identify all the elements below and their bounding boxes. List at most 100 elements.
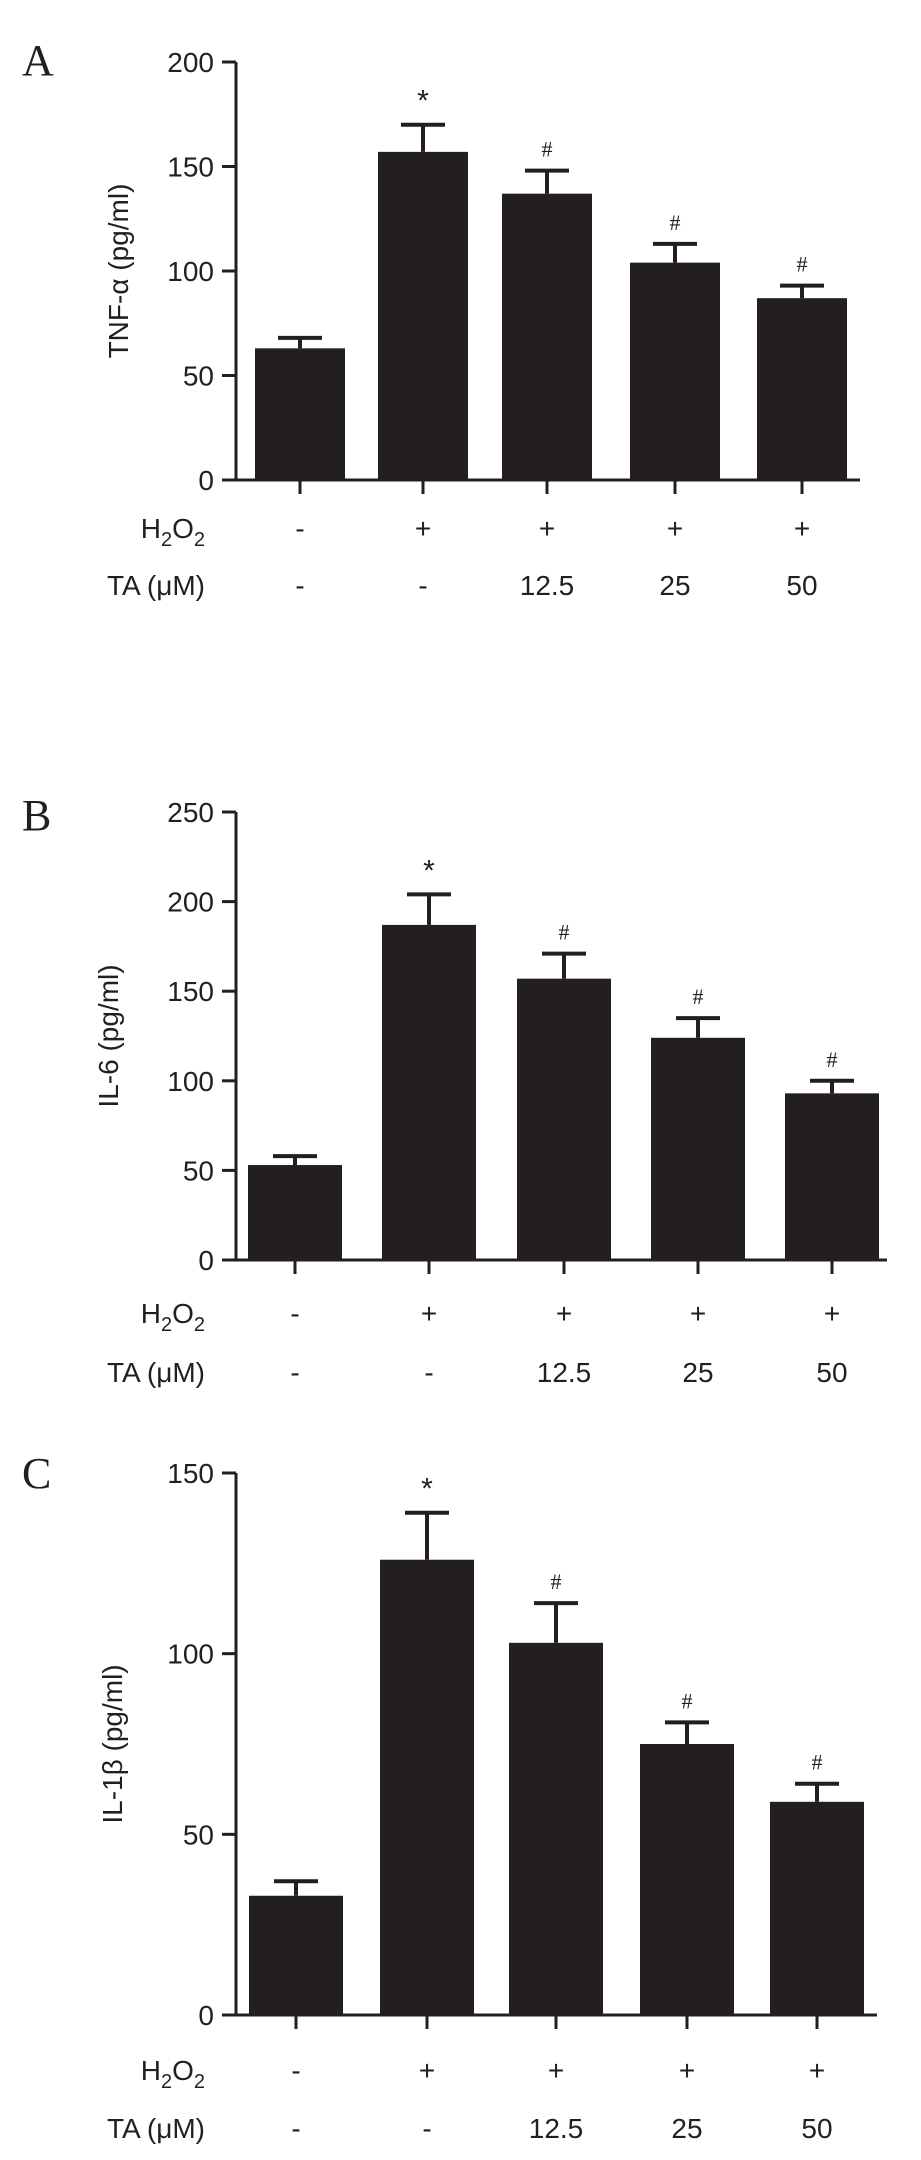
significance-marker: #: [812, 1750, 823, 1775]
h2o2-treatment-label: +: [419, 2055, 435, 2086]
significance-marker: #: [693, 984, 704, 1009]
bar: [517, 978, 611, 1260]
significance-marker: #: [559, 920, 570, 945]
h2o2-treatment-label: -: [291, 2055, 300, 2086]
ta-concentration-label: 12.5: [520, 570, 575, 601]
significance-marker: #: [542, 137, 553, 162]
h2o2-treatment-label: +: [539, 513, 555, 544]
y-axis-label: IL-1β (pg/ml): [97, 1664, 128, 1823]
y-tick-label: 50: [183, 1819, 214, 1850]
significance-marker: *: [421, 1473, 433, 1506]
ta-row-label: TA (μM): [107, 1357, 205, 1388]
bar: [770, 1801, 864, 2015]
chart-panel-b: B 0 50 100 150 200 250 IL-6 (pg/ml) - - * + - # +12.5 #…: [0, 760, 921, 1420]
h2o2-treatment-label: -: [295, 513, 304, 544]
significance-marker: *: [417, 85, 429, 118]
panel-letter: B: [22, 791, 51, 840]
ta-concentration-label: -: [422, 2113, 431, 2144]
formula-text: H: [141, 2055, 161, 2086]
ta-row-label: TA (μM): [107, 570, 205, 601]
bar: [757, 298, 847, 480]
ta-concentration-label: 50: [816, 1357, 847, 1388]
significance-marker: #: [797, 252, 808, 277]
subscript: 2: [161, 529, 172, 551]
y-axis-label: TNF-α (pg/ml): [103, 184, 134, 359]
formula-text: O: [172, 2055, 194, 2086]
formula-text: H: [141, 513, 161, 544]
bar: [502, 193, 592, 481]
h2o2-row-label: H2O2: [141, 513, 205, 551]
subscript: 2: [194, 2071, 205, 2093]
y-tick-label: 150: [167, 152, 214, 183]
h2o2-treatment-label: +: [548, 2055, 564, 2086]
y-tick-label: 0: [198, 1245, 214, 1276]
y-tick-label: 50: [183, 1155, 214, 1186]
h2o2-treatment-label: +: [667, 513, 683, 544]
h2o2-row-label: H2O2: [141, 1298, 205, 1336]
bar-chart-il-1-beta: C 0 50 100 150 IL-1β (pg/ml) - - * + - # +12.5 # +25 # +…: [22, 1449, 877, 2144]
significance-marker: #: [682, 1688, 693, 1713]
significance-marker: #: [551, 1569, 562, 1594]
bar: [640, 1744, 734, 2015]
chart-panel-c: C 0 50 100 150 IL-1β (pg/ml) - - * + - # +12.5 # +25 # +…: [0, 1420, 921, 2160]
y-tick-label: 0: [198, 2000, 214, 2031]
ta-concentration-label: 25: [682, 1357, 713, 1388]
ta-concentration-label: 25: [659, 570, 690, 601]
h2o2-treatment-label: +: [809, 2055, 825, 2086]
bar: [785, 1093, 879, 1260]
h2o2-treatment-label: +: [556, 1298, 572, 1329]
bar: [249, 1895, 343, 2015]
bar: [378, 151, 468, 480]
y-tick-label: 200: [167, 47, 214, 78]
y-tick-label: 100: [167, 256, 214, 287]
ta-concentration-label: 12.5: [537, 1357, 592, 1388]
y-tick-label: 50: [183, 361, 214, 392]
subscript: 2: [194, 529, 205, 551]
significance-marker: *: [423, 854, 435, 887]
ta-concentration-label: -: [295, 570, 304, 601]
y-tick-label: 250: [167, 797, 214, 828]
bar-chart-tnf-alpha: A 0 50 100 150 200 TNF-α (pg/ml) - - * + - # +12.5 # +2…: [22, 36, 860, 601]
bar: [651, 1037, 745, 1260]
formula-text: H: [141, 1298, 161, 1329]
subscript: 2: [161, 2071, 172, 2093]
y-tick-label: 0: [198, 465, 214, 496]
bar: [248, 1165, 342, 1260]
h2o2-treatment-label: +: [679, 2055, 695, 2086]
ta-concentration-label: -: [418, 570, 427, 601]
ta-row-label: TA (μM): [107, 2113, 205, 2144]
ta-concentration-label: 25: [671, 2113, 702, 2144]
h2o2-treatment-label: +: [824, 1298, 840, 1329]
bar: [509, 1642, 603, 2015]
formula-text: O: [172, 513, 194, 544]
bar: [255, 348, 345, 480]
y-tick-label: 100: [167, 1639, 214, 1670]
y-tick-label: 150: [167, 976, 214, 1007]
panel-letter: C: [22, 1449, 51, 1498]
subscript: 2: [161, 1314, 172, 1336]
ta-concentration-label: -: [290, 1357, 299, 1388]
bar: [630, 262, 720, 480]
h2o2-row-label: H2O2: [141, 2055, 205, 2093]
ta-concentration-label: -: [291, 2113, 300, 2144]
y-axis-label: IL-6 (pg/ml): [93, 964, 124, 1107]
significance-marker: #: [670, 210, 681, 235]
bar: [380, 1559, 474, 2015]
ta-concentration-label: -: [424, 1357, 433, 1388]
y-tick-label: 150: [167, 1458, 214, 1489]
significance-marker: #: [827, 1047, 838, 1072]
h2o2-treatment-label: +: [794, 513, 810, 544]
h2o2-treatment-label: +: [415, 513, 431, 544]
h2o2-treatment-label: -: [290, 1298, 299, 1329]
y-tick-label: 200: [167, 887, 214, 918]
h2o2-treatment-label: +: [690, 1298, 706, 1329]
bar: [382, 924, 476, 1260]
formula-text: O: [172, 1298, 194, 1329]
h2o2-treatment-label: +: [421, 1298, 437, 1329]
chart-panel-a: A 0 50 100 150 200 TNF-α (pg/ml) - - * + - # +12.5 # +2…: [0, 0, 921, 650]
y-tick-label: 100: [167, 1066, 214, 1097]
ta-concentration-label: 50: [801, 2113, 832, 2144]
subscript: 2: [194, 1314, 205, 1336]
panel-letter: A: [22, 36, 54, 85]
